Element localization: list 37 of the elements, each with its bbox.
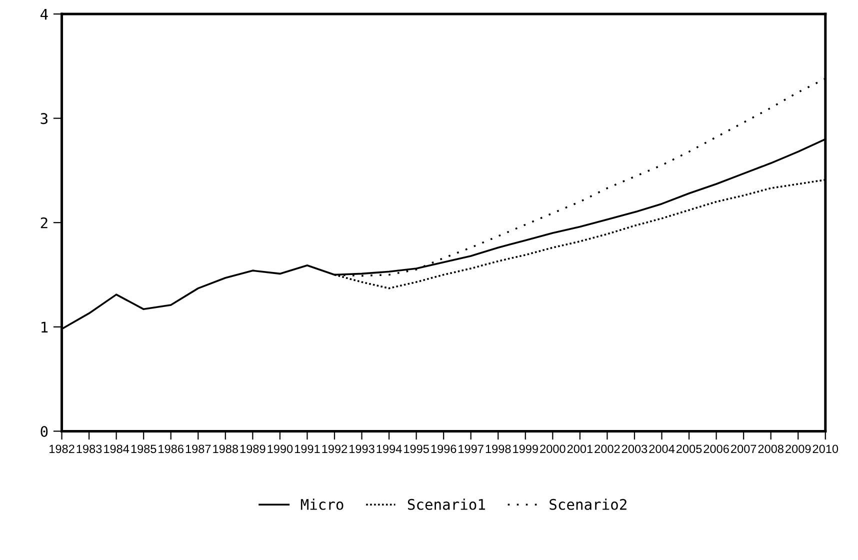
y-tick-label: 0 <box>40 426 48 437</box>
x-tick-label: 1995 <box>404 444 429 454</box>
y-tick-label: 4 <box>40 8 48 20</box>
x-tick-label: 1986 <box>158 444 184 454</box>
x-tick-label: 2009 <box>786 444 811 454</box>
x-tick-label: 2007 <box>731 444 756 454</box>
x-tick-label: 2005 <box>676 444 702 454</box>
x-tick-label: 2003 <box>622 444 648 454</box>
legend-label: Scenario1 <box>408 498 485 510</box>
x-tick-label: 2001 <box>567 444 593 454</box>
x-tick-label: 1998 <box>486 444 511 454</box>
x-tick-label: 1999 <box>513 444 538 454</box>
x-tick-label: 1988 <box>213 444 238 454</box>
x-tick-label: 2000 <box>540 444 566 454</box>
x-tick-label: 2010 <box>812 444 838 454</box>
legend-label: Scenario2 <box>550 498 626 510</box>
x-tick-label: 1997 <box>458 444 484 454</box>
x-tick-label: 1996 <box>431 444 456 454</box>
x-tick-label: 1985 <box>131 444 156 454</box>
x-tick-label: 2006 <box>704 444 729 454</box>
x-tick-label: 1989 <box>240 444 266 454</box>
x-tick-label: 1990 <box>268 444 293 454</box>
x-tick-label: 1982 <box>50 444 74 454</box>
x-tick-label: 1984 <box>104 444 130 454</box>
x-tick-label: 2008 <box>758 444 784 454</box>
x-tick-label: 2004 <box>649 444 675 454</box>
y-tick-label: 1 <box>42 322 48 332</box>
x-tick-label: 2002 <box>594 444 620 454</box>
x-tick-label: 1987 <box>186 444 211 454</box>
y-tick-label: 3 <box>40 113 48 124</box>
legend-label: Micro <box>300 498 344 510</box>
y-tick-label: 2 <box>40 217 48 228</box>
x-tick-label: 1993 <box>350 444 374 454</box>
x-tick-label: 1994 <box>376 444 402 454</box>
x-tick-label: 1991 <box>294 444 320 454</box>
x-tick-label: 1992 <box>322 444 348 454</box>
x-tick-label: 1983 <box>76 444 102 454</box>
